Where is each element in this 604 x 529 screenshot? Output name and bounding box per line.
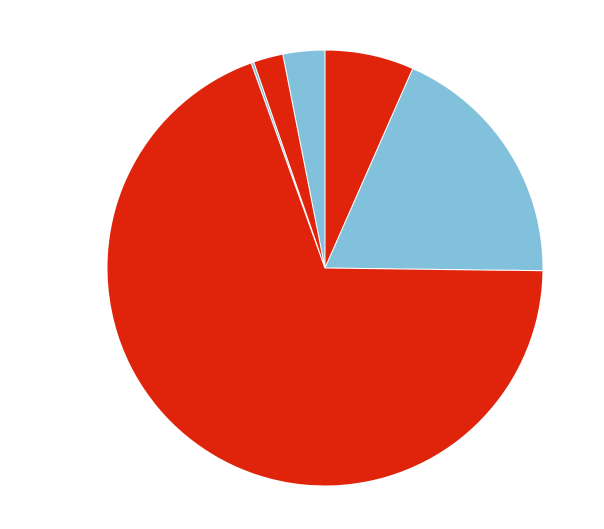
pie-slice-3 [106,62,544,487]
pie-slice-2 [324,67,544,272]
pie-slices [106,49,544,487]
pie-slice-6 [282,49,326,269]
